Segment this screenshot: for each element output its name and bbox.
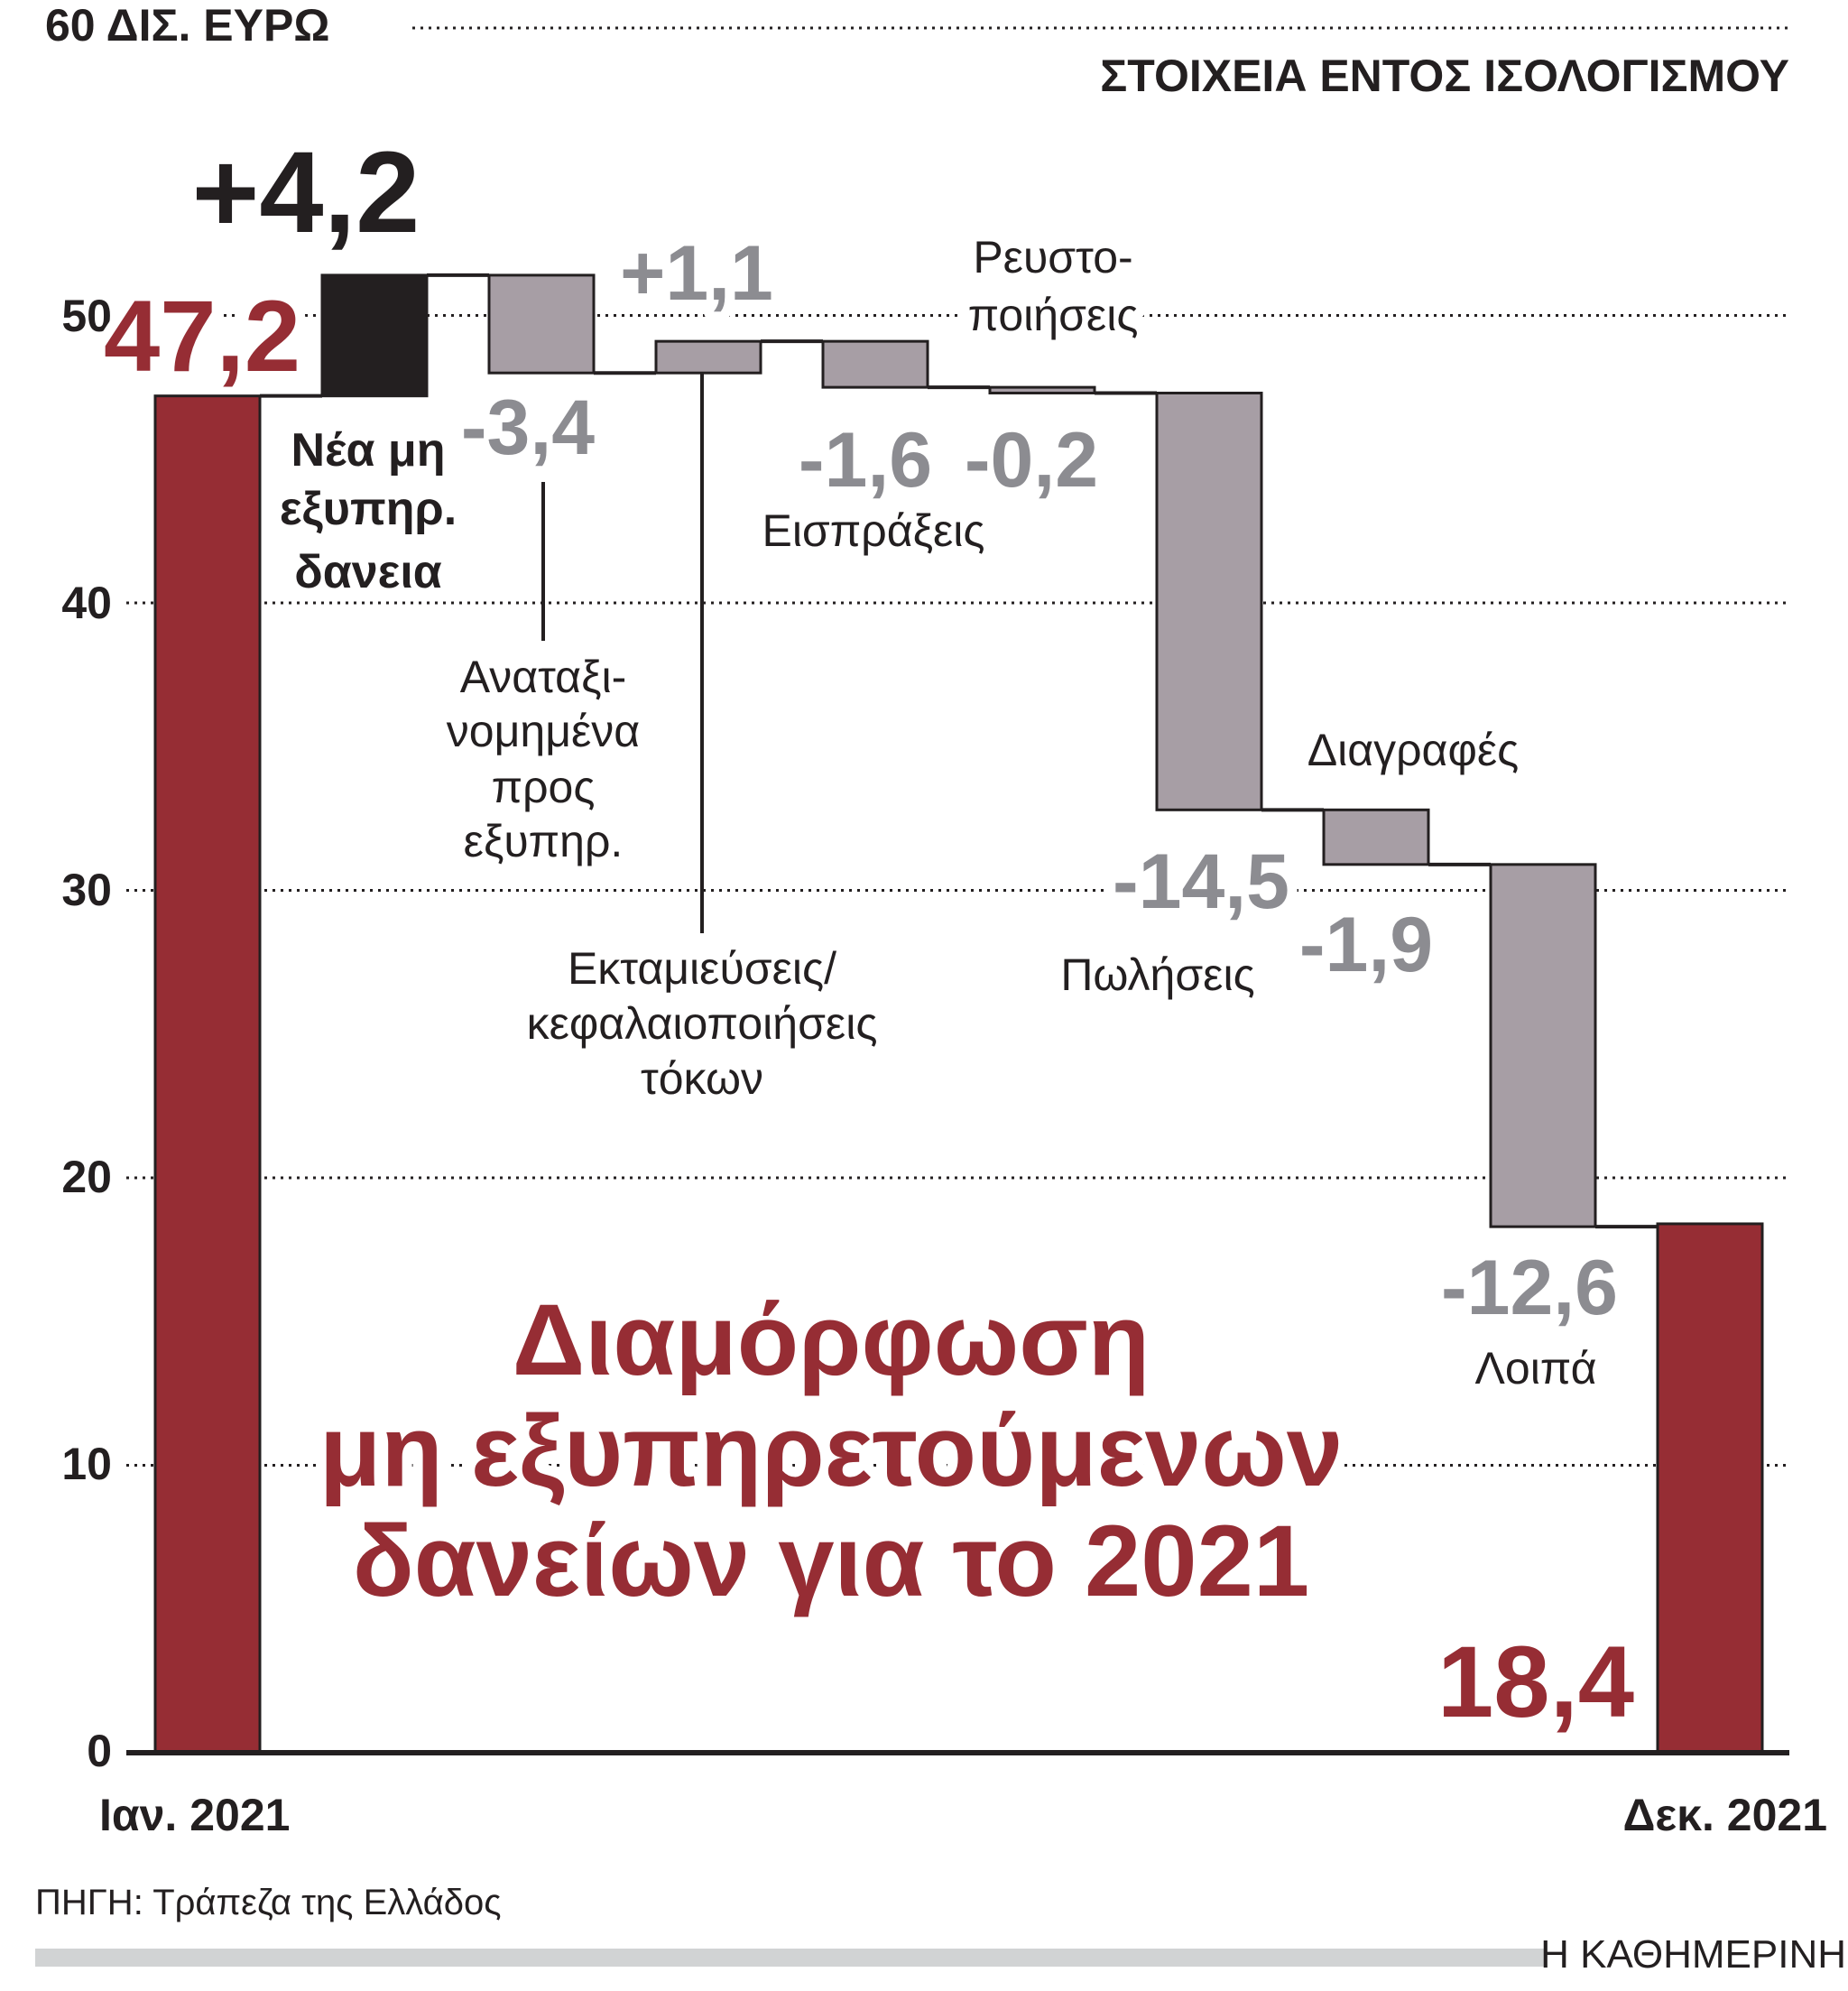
label-line: δανεια bbox=[294, 546, 442, 598]
chart-title: Διαμόρφωση μη εξυπηρετούμενων δανείων γι… bbox=[310, 1273, 1353, 1627]
label-line: κεφαλαιοποιήσεις bbox=[527, 998, 878, 1049]
bar-step bbox=[988, 385, 1096, 394]
value-label-other: -12,6 bbox=[1441, 1245, 1618, 1331]
value-label-cured: -3,4 bbox=[461, 384, 595, 471]
y-tick-label: 0 bbox=[87, 1726, 112, 1776]
bar-step bbox=[821, 339, 929, 389]
value-label-collections: -1,6 bbox=[799, 417, 932, 504]
label-line: εξυπηρ. bbox=[280, 483, 457, 535]
y-tick-label: 50 bbox=[61, 291, 112, 341]
label-other: Λοιπά bbox=[1474, 1343, 1596, 1394]
label-line: Ρευστο- bbox=[973, 232, 1132, 282]
bars bbox=[153, 273, 1764, 1755]
title-line: δανείων για το 2021 bbox=[353, 1505, 1309, 1617]
bar-step bbox=[487, 273, 596, 375]
brand-logo: Η ΚΑΘΗΜΕΡΙΝΗ bbox=[1540, 1932, 1846, 1977]
title-line: Διαμόρφωση bbox=[513, 1283, 1150, 1396]
value-label-end: 18,4 bbox=[1437, 1625, 1634, 1738]
value-label-disbursements: +1,1 bbox=[620, 230, 773, 317]
x-label-start: Ιαν. 2021 bbox=[99, 1790, 290, 1840]
value-label-new-npl: +4,2 bbox=[192, 128, 420, 257]
value-label-sales: -14,5 bbox=[1113, 838, 1289, 925]
label-collections: Εισπράξεις bbox=[762, 505, 984, 556]
label-line: ποιήσεις bbox=[968, 290, 1139, 340]
source-note: ΠΗΓΗ: Τράπεζα της Ελλάδος bbox=[35, 1883, 502, 1922]
label-new-npl: Νέα μη εξυπηρ. δανεια bbox=[270, 414, 467, 608]
y-axis-ticks: 0 10 20 30 40 50 bbox=[61, 291, 112, 1776]
bar-end bbox=[1656, 1222, 1764, 1755]
subtitle: ΣΤΟΙΧΕΙΑ ΕΝΤΟΣ ΙΣΟΛΟΓΙΣΜΟΥ bbox=[1100, 51, 1789, 101]
label-line: Αναταξι- bbox=[460, 652, 626, 702]
bar-step bbox=[654, 339, 762, 375]
label-line: Εκταμιεύσεις/ bbox=[568, 943, 836, 994]
y-tick-label: 10 bbox=[61, 1439, 112, 1489]
label-sales: Πωλήσεις bbox=[1060, 949, 1254, 1000]
title-line: μη εξυπηρετούμενων bbox=[319, 1394, 1343, 1507]
bar-step bbox=[320, 273, 429, 398]
value-label-start: 47,2 bbox=[104, 280, 300, 393]
value-label-liquidations: -0,2 bbox=[965, 417, 1098, 504]
y-tick-label: 20 bbox=[61, 1152, 112, 1202]
label-cured: Αναταξι- νομημένα προς εξυπηρ. bbox=[437, 642, 650, 876]
x-label-end: Δεκ. 2021 bbox=[1622, 1790, 1827, 1840]
bar-start bbox=[153, 394, 262, 1755]
label-line: προς bbox=[492, 762, 596, 812]
label-line: εξυπηρ. bbox=[464, 816, 624, 866]
label-liquidations: Ρευστο- ποιήσεις bbox=[958, 222, 1149, 350]
label-line: νομημένα bbox=[447, 706, 640, 756]
label-line: τόκων bbox=[641, 1053, 763, 1104]
label-disbursements: Εκταμιεύσεις/ κεφαλαιοποιήσεις τόκων bbox=[517, 933, 888, 1114]
label-line: Νέα μη bbox=[291, 424, 445, 477]
value-label-writeoffs: -1,9 bbox=[1299, 902, 1433, 988]
bar-step bbox=[1155, 391, 1263, 811]
y-tick-label: 40 bbox=[61, 578, 112, 628]
bar-step bbox=[1489, 863, 1597, 1228]
footer-bar bbox=[35, 1949, 1546, 1967]
unit-label: 60 ΔΙΣ. ΕΥΡΩ bbox=[45, 0, 329, 51]
y-tick-label: 30 bbox=[61, 865, 112, 915]
bar-step bbox=[1322, 808, 1430, 866]
label-writeoffs: Διαγραφές bbox=[1307, 725, 1520, 775]
